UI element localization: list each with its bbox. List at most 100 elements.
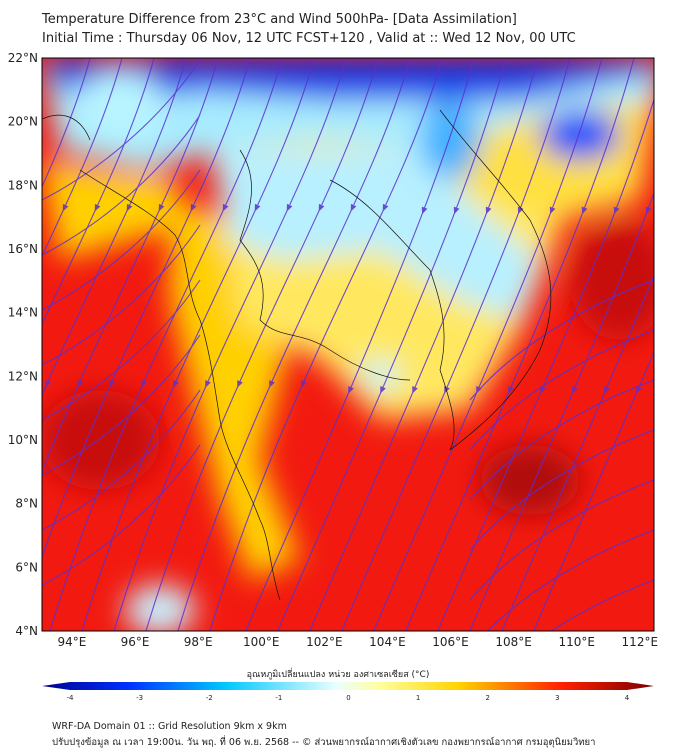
streamline [532, 350, 654, 631]
streamline [486, 529, 654, 631]
streamline [42, 59, 201, 201]
wind-arrow-icon [540, 386, 546, 394]
wind-arrow-icon [549, 206, 556, 215]
wind-arrow-icon [380, 386, 386, 394]
wind-arrow-icon [62, 203, 69, 212]
lat-label: 8°N [15, 497, 38, 511]
chart-title: Temperature Difference from 23°C and Win… [42, 12, 517, 27]
lon-label: 94°E [58, 635, 87, 649]
wind-arrow-icon [453, 206, 460, 215]
wind-arrow-icon [581, 206, 588, 215]
streamline [42, 389, 201, 531]
colorbar-tick: -2 [206, 694, 213, 700]
wind-arrow-icon [205, 380, 211, 388]
lat-label: 4°N [15, 624, 38, 638]
wind-arrow-icon [645, 206, 652, 215]
streamline [145, 58, 379, 631]
streamline [469, 479, 654, 601]
lat-label: 6°N [15, 560, 38, 574]
lat-label: 14°N [8, 306, 38, 320]
streamline [42, 334, 201, 476]
wind-arrow-icon [141, 380, 147, 388]
lat-label: 18°N [8, 178, 38, 192]
streamline [340, 58, 571, 631]
wind-arrow-icon [613, 206, 620, 215]
colorbar-tick: 0 [346, 694, 350, 700]
streamline [244, 58, 475, 631]
wind-arrow-icon [158, 203, 165, 212]
wind-arrow-icon [301, 380, 307, 388]
streamline [42, 279, 201, 421]
streamline [42, 58, 251, 559]
lon-label: 106°E [432, 635, 469, 649]
streamline [81, 58, 315, 631]
wind-arrow-icon [485, 206, 492, 215]
streamline [469, 429, 654, 551]
wind-arrow-icon [94, 203, 101, 212]
streamline [42, 58, 219, 473]
wind-arrow-icon [45, 380, 51, 388]
wind-arrow-icon [412, 386, 418, 394]
wind-arrow-icon [517, 206, 524, 215]
wind-arrow-icon [254, 203, 261, 212]
latitude-labels: 22°N 20°N 18°N 16°N 14°N 12°N 10°N 8°N 6°N 4°N [8, 51, 38, 638]
lon-label: 110°E [558, 635, 595, 649]
streamline [42, 224, 201, 366]
lon-label: 108°E [495, 635, 532, 649]
streamline [308, 58, 539, 631]
wind-arrow-icon [508, 386, 514, 394]
lat-label: 22°N [8, 51, 38, 65]
chart-subtitle: Initial Time : Thursday 06 Nov, 12 UTC F… [42, 31, 576, 46]
lat-label: 10°N [8, 433, 38, 447]
map-frame [41, 57, 655, 632]
streamline [549, 579, 654, 631]
streamline [113, 58, 347, 631]
streamline [209, 58, 443, 631]
colorbar-tick: 3 [555, 694, 559, 700]
lon-label: 98°E [184, 635, 213, 649]
colorbar-tick: 4 [625, 694, 630, 700]
weather-map: 22°N 20°N 18°N 16°N 14°N 12°N 10°N 8°N 6°N 4°N 94… [8, 51, 659, 700]
lon-label: 112°E [622, 635, 659, 649]
wind-arrow-icon [286, 203, 293, 212]
streamline [469, 279, 654, 401]
colorbar-label: อุณหภูมิเปลี่ยนแปลง หน่วย องศาเซลเซียส (… [246, 670, 430, 680]
wind-arrow-icon [348, 386, 354, 394]
colorbar-tick: -1 [275, 694, 282, 700]
lon-label: 100°E [243, 635, 280, 649]
lat-label: 20°N [8, 115, 38, 129]
wind-arrow-icon [350, 203, 357, 212]
streamline [468, 191, 654, 631]
streamline [42, 58, 187, 397]
streamline [42, 169, 201, 311]
wind-arrow-icon [126, 203, 133, 212]
streamline [469, 379, 654, 501]
wind-arrow-icon [604, 386, 610, 394]
lon-label: 102°E [306, 635, 343, 649]
streamline [404, 58, 635, 631]
colorbar-tick: 1 [416, 694, 420, 700]
colorbar-tick: -3 [136, 694, 143, 700]
streamline [42, 58, 155, 326]
streamline [49, 58, 283, 631]
streamline [276, 58, 507, 631]
wind-arrow-icon [109, 380, 115, 388]
streamline [42, 114, 201, 256]
streamline [372, 58, 603, 631]
lon-label: 104°E [369, 635, 406, 649]
country-borders [42, 109, 552, 601]
wind-arrow-icon [173, 380, 179, 388]
streamline [42, 58, 91, 189]
lat-label: 12°N [8, 369, 38, 383]
lat-label: 16°N [8, 242, 38, 256]
wind-arrow-icon [421, 206, 428, 215]
wind-arrow-icon [636, 386, 642, 394]
lon-label: 96°E [121, 635, 150, 649]
wind-arrow-icon [222, 203, 229, 212]
footer-update-info: ปรับปรุงข้อมูล ณ เวลา 19:00น. วัน พฤ. ที… [52, 737, 596, 748]
wind-arrow-icon [77, 380, 83, 388]
wind-streamlines [42, 58, 654, 631]
wind-arrow-icon [190, 203, 197, 212]
streamline [42, 58, 123, 258]
colorbar-tick: 2 [486, 694, 490, 700]
